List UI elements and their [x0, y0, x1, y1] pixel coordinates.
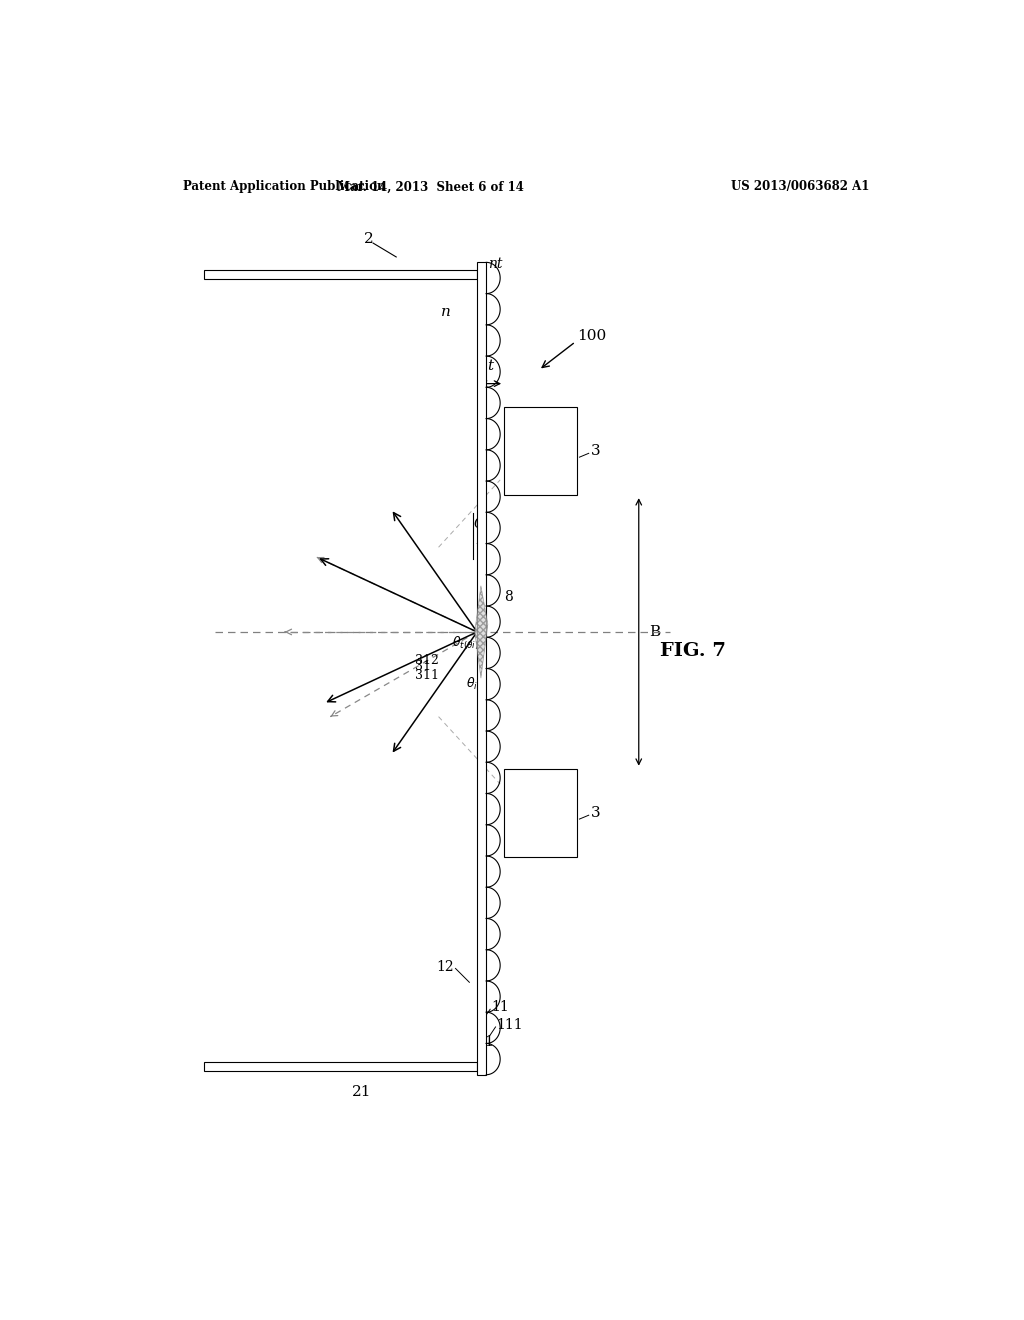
- Bar: [477, 263, 486, 1074]
- Text: Mar. 14, 2013  Sheet 6 of 14: Mar. 14, 2013 Sheet 6 of 14: [338, 181, 524, 194]
- Text: US 2013/0063682 A1: US 2013/0063682 A1: [731, 181, 869, 194]
- Bar: [504, 768, 578, 857]
- Text: n: n: [441, 305, 452, 319]
- Text: B: B: [649, 624, 660, 639]
- Text: 312: 312: [415, 653, 438, 667]
- Text: 11: 11: [490, 1001, 509, 1014]
- Text: 2: 2: [365, 232, 374, 247]
- Text: Patent Application Publication: Patent Application Publication: [183, 181, 385, 194]
- Text: FIG. 7: FIG. 7: [659, 643, 726, 660]
- Text: 8: 8: [504, 590, 513, 605]
- Text: $\theta_{t(\theta i)}$: $\theta_{t(\theta i)}$: [453, 635, 479, 652]
- Text: 31: 31: [415, 660, 431, 673]
- Text: 21: 21: [352, 1085, 372, 1098]
- Bar: [204, 1061, 477, 1071]
- Text: 100: 100: [578, 329, 606, 342]
- Text: 311: 311: [415, 669, 438, 682]
- Text: 3: 3: [591, 444, 601, 458]
- Text: 12: 12: [436, 960, 454, 974]
- Text: 111: 111: [497, 1018, 523, 1032]
- Bar: [504, 407, 578, 495]
- Polygon shape: [475, 586, 487, 678]
- Bar: [204, 271, 477, 280]
- Text: $\theta_i$: $\theta_i$: [466, 676, 477, 692]
- Text: C': C': [474, 517, 488, 531]
- Text: 3: 3: [591, 807, 601, 820]
- Text: nt: nt: [487, 257, 503, 271]
- Text: 1: 1: [484, 1035, 494, 1049]
- Text: t: t: [487, 359, 494, 372]
